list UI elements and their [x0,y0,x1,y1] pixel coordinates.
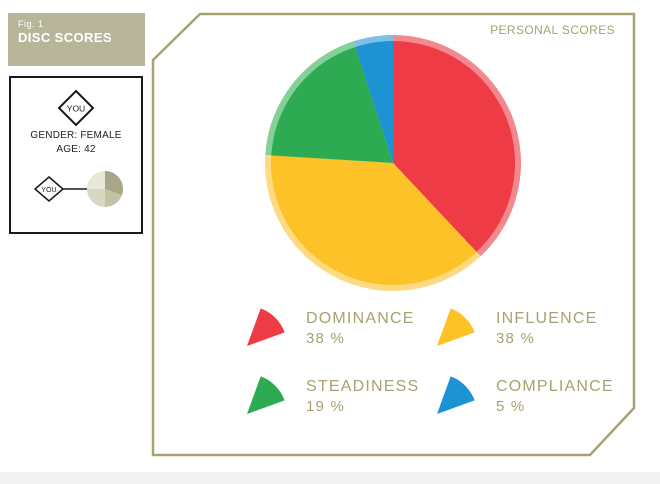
mini-pie-slice [105,171,123,196]
legend-item-compliance: COMPLIANCE 5 % [437,376,614,415]
mini-pie-slice [87,189,105,207]
pie-chart [264,35,522,292]
pie-slice-steadiness [271,46,393,163]
legend-swatch-dominance [247,308,285,346]
legend-value-influence: 38 % [496,330,535,347]
pie-slice-influence [270,155,477,285]
pie-slice-dominance [393,41,515,252]
legend: DOMINANCE 38 % INFLUENCE 38 % STEADINESS 19 %… [247,308,614,415]
gender-text: GENDER: FEMALE [30,130,122,141]
figure-tab: Fig. 1 DISC SCORES [8,13,145,66]
panel-frame [151,12,636,457]
bottom-strip [0,472,660,484]
you-badge-label: YOU [67,104,85,114]
you-badge-diamond: YOU [57,89,95,127]
legend-item-dominance: DOMINANCE 38 % [247,308,415,347]
legend-swatch-steadiness [247,376,285,414]
legend-swatch-compliance [437,376,475,414]
mini-you-diamond: YOU [33,176,65,202]
legend-swatch-influence [437,308,475,346]
legend-item-influence: INFLUENCE 38 % [437,308,597,347]
figure-title: DISC SCORES [18,30,112,45]
mini-you-label: YOU [41,187,56,194]
panel-title: PERSONAL SCORES [490,23,615,37]
legend-label-steadiness: STEADINESS [306,378,419,395]
pie-slice-compliance [355,41,393,163]
age-text: AGE: 42 [56,144,96,155]
legend-item-steadiness: STEADINESS 19 % [247,376,419,415]
mini-pie-slice [87,171,105,189]
legend-value-compliance: 5 % [496,398,525,415]
mini-pie-icon [87,171,123,207]
legend-label-influence: INFLUENCE [496,310,597,327]
profile-card: YOU YOU GENDER: FEMALE AGE: 42 [9,76,143,234]
legend-label-compliance: COMPLIANCE [496,378,614,395]
profile-graphics: YOU YOU [33,89,123,207]
legend-value-dominance: 38 % [306,330,345,347]
legend-value-steadiness: 19 % [306,398,345,415]
figure-number: Fig. 1 [18,19,44,29]
legend-label-dominance: DOMINANCE [306,310,415,327]
mini-pie-slice [105,189,122,207]
